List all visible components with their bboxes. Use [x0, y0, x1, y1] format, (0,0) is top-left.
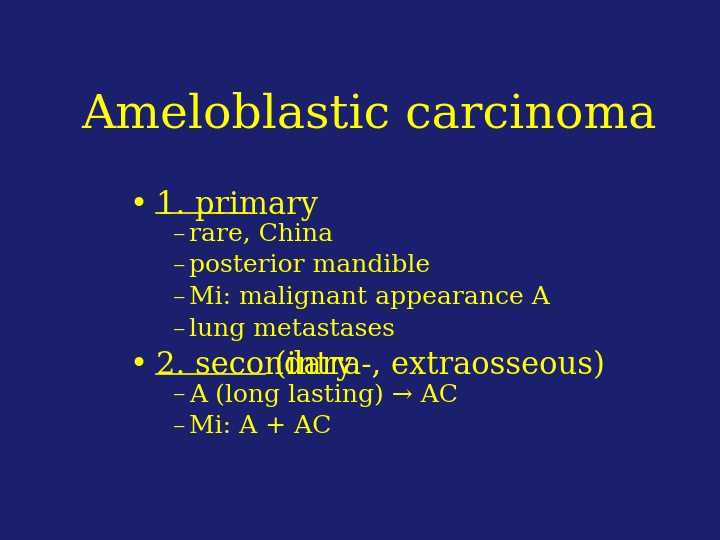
Text: •: • — [129, 350, 147, 381]
Text: (intra-, extraosseous): (intra-, extraosseous) — [265, 350, 605, 381]
Text: Mi: A + AC: Mi: A + AC — [189, 415, 332, 438]
Text: A (long lasting) → AC: A (long lasting) → AC — [189, 383, 459, 407]
Text: –: – — [173, 286, 193, 309]
Text: Ameloblastic carcinoma: Ameloblastic carcinoma — [81, 92, 657, 137]
Text: 1. primary: 1. primary — [156, 190, 318, 220]
Text: –: – — [173, 383, 193, 406]
Text: 2. secondary: 2. secondary — [156, 350, 354, 381]
Text: Mi: malignant appearance A: Mi: malignant appearance A — [189, 286, 550, 309]
Text: lung metastases: lung metastases — [189, 318, 395, 341]
Text: posterior mandible: posterior mandible — [189, 254, 431, 278]
Text: –: – — [173, 415, 193, 438]
Text: –: – — [173, 254, 193, 278]
Text: •: • — [129, 190, 147, 220]
Text: rare, China: rare, China — [189, 223, 333, 246]
Text: –: – — [173, 223, 193, 246]
Text: –: – — [173, 318, 193, 341]
